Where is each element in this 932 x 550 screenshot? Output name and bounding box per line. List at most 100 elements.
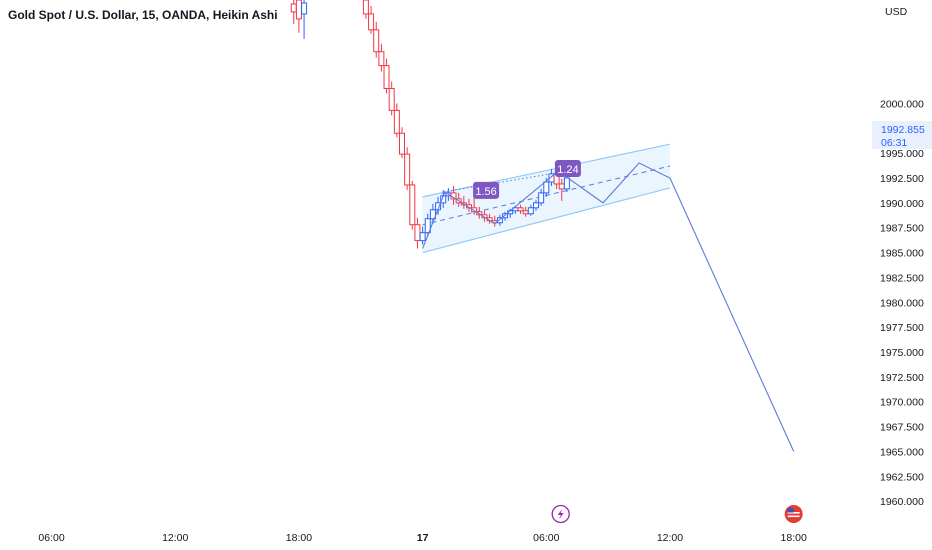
candle xyxy=(429,203,436,224)
time-tick-label: 06:00 xyxy=(38,532,64,544)
price-tick-label: 1985.000 xyxy=(880,248,924,260)
candle xyxy=(414,217,421,249)
price-tick-label: 1962.500 xyxy=(880,471,924,483)
candle-body xyxy=(471,207,478,213)
candle xyxy=(388,81,395,116)
candle xyxy=(538,188,545,206)
time-tick-label: 12:00 xyxy=(657,532,683,544)
candle-body xyxy=(409,184,416,226)
time-axis[interactable]: 06:00 12:00 18:00 17 06:00 12:00 18:00 xyxy=(38,532,807,544)
price-tick-label: 1980.000 xyxy=(880,297,924,309)
candle-body xyxy=(362,0,369,15)
candle xyxy=(295,0,302,33)
candle-body xyxy=(301,2,308,15)
candle-body xyxy=(429,209,436,220)
flag-stripe xyxy=(787,515,800,518)
price-tick-label: 1987.500 xyxy=(880,223,924,235)
chart-title: Gold Spot / U.S. Dollar, 15, OANDA, Heik… xyxy=(8,8,278,22)
candle-body xyxy=(419,232,426,242)
ratio-label-background xyxy=(473,181,500,199)
candle-body xyxy=(295,0,302,20)
lightning-bolt xyxy=(557,509,564,519)
price-tick-label: 1960.000 xyxy=(880,496,924,508)
last-price-tag: 1992.855 06:31 xyxy=(872,121,932,149)
ratio-label-text: 1.24 xyxy=(557,164,578,176)
price-tick-label: 1967.500 xyxy=(880,422,924,434)
candle xyxy=(362,0,369,19)
time-tick-label: 18:00 xyxy=(286,532,312,544)
events[interactable] xyxy=(551,504,803,524)
price-tick-label: 1992.500 xyxy=(880,173,924,185)
candle-body xyxy=(532,202,539,209)
time-tick-label: 12:00 xyxy=(162,532,188,544)
us-flag-icon-circle xyxy=(784,505,803,523)
price-tick-label: 1977.500 xyxy=(880,322,924,334)
lightning-icon[interactable] xyxy=(551,504,570,524)
candle-body xyxy=(522,210,529,215)
price-tick-label: 1975.000 xyxy=(880,347,924,359)
price-tick-label: 1982.500 xyxy=(880,272,924,284)
candles xyxy=(290,0,570,249)
candle xyxy=(419,226,426,245)
candle-body xyxy=(373,29,380,53)
candle xyxy=(368,5,375,34)
candle-body xyxy=(563,177,570,190)
candle-body xyxy=(496,217,503,224)
candle xyxy=(404,147,411,190)
channel-fill xyxy=(422,144,670,253)
candle xyxy=(496,214,503,226)
candle-body xyxy=(383,65,390,89)
candle xyxy=(527,204,534,216)
price-tick-label: 1995.000 xyxy=(880,148,924,160)
bar-countdown: 06:31 xyxy=(881,137,907,149)
ratio-label[interactable]: 1.24 xyxy=(554,160,581,178)
time-tick-label: 18:00 xyxy=(781,532,807,544)
ratio-label-background xyxy=(554,160,581,178)
candle xyxy=(383,58,390,94)
price-tick-label: 1990.000 xyxy=(880,198,924,210)
price-axis[interactable]: USD 2000.0001997.5001995.0001992.5001990… xyxy=(880,6,924,508)
candle-body xyxy=(538,192,545,204)
candle-body xyxy=(527,207,534,215)
candle xyxy=(378,43,385,72)
time-tick-label: 17 xyxy=(417,532,429,544)
candle-body xyxy=(378,51,385,67)
candle-body xyxy=(290,3,297,13)
candle xyxy=(409,180,416,230)
price-tick-label: 2000.000 xyxy=(880,98,924,110)
us-flag-icon[interactable] xyxy=(784,505,803,523)
candle xyxy=(398,127,405,159)
channel-lower-line[interactable] xyxy=(422,187,671,254)
candle xyxy=(393,103,400,138)
last-price-value: 1992.855 xyxy=(881,124,925,136)
candle-body xyxy=(388,87,395,111)
last-price-tag-background xyxy=(872,121,932,149)
candle xyxy=(290,0,297,24)
candle-body xyxy=(543,181,550,194)
drawings[interactable]: 1.56 1.24 xyxy=(422,160,795,452)
flag-canton xyxy=(787,508,794,513)
candle-body xyxy=(424,218,431,234)
time-tick-label: 06:00 xyxy=(533,532,559,544)
candle-body xyxy=(414,224,421,242)
candle xyxy=(424,213,431,237)
dotted-trend-line[interactable] xyxy=(443,168,580,193)
candle xyxy=(301,0,308,39)
price-tick-label: 1972.500 xyxy=(880,372,924,384)
ratio-label-text: 1.56 xyxy=(475,186,496,198)
flag-stripe xyxy=(787,512,800,514)
candle-body xyxy=(393,109,400,134)
projection-path[interactable] xyxy=(422,162,795,452)
candle xyxy=(373,21,380,58)
candle xyxy=(517,204,524,214)
candle-body xyxy=(404,153,411,186)
candle xyxy=(532,199,539,211)
price-tick-label: 1965.000 xyxy=(880,446,924,458)
price-axis-currency: USD xyxy=(885,6,908,18)
candle-body xyxy=(558,183,565,190)
ratio-label[interactable]: 1.56 xyxy=(473,181,500,199)
price-tick-label: 1970.000 xyxy=(880,397,924,409)
candle-body xyxy=(517,207,524,212)
candle-body xyxy=(398,132,405,155)
